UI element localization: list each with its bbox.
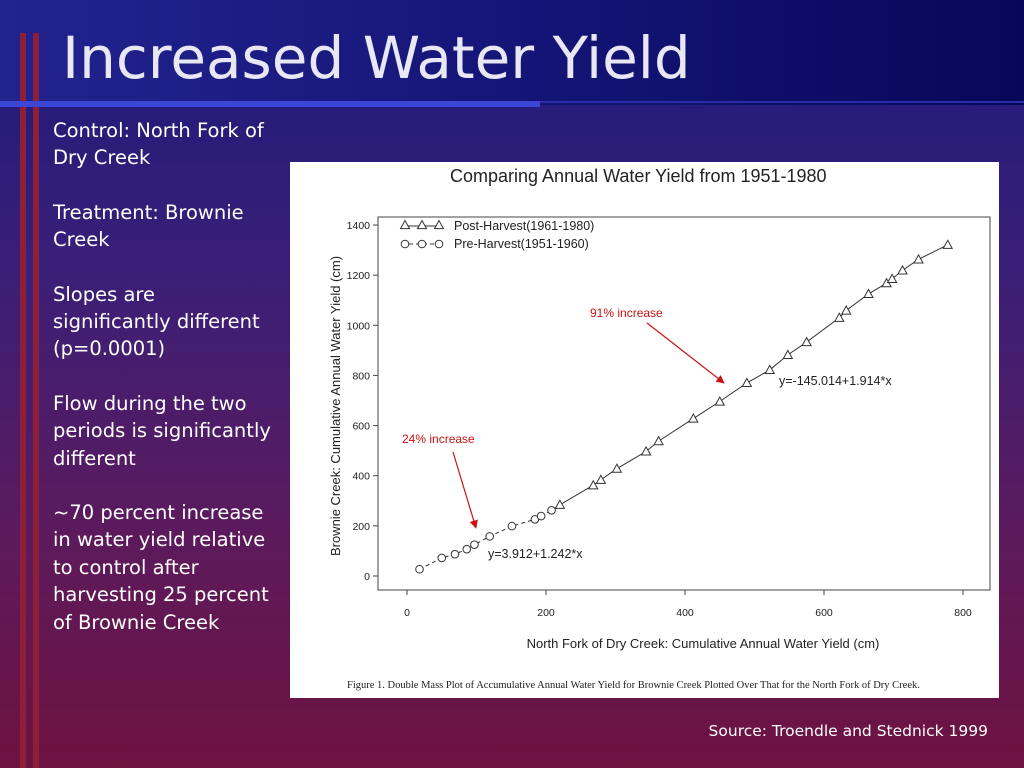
post-harvest-point [587, 479, 599, 490]
x-tick-label: 0 [404, 607, 410, 619]
post-harvest-point [886, 273, 898, 284]
post-harvest-point [687, 413, 699, 423]
y-tick-label: 200 [352, 521, 370, 533]
pre-harvest-point [470, 540, 479, 549]
legend-marker-post [433, 219, 445, 230]
pre-harvest-point [450, 549, 460, 559]
x-tick-label: 400 [676, 607, 694, 619]
y-tick-label: 0 [364, 571, 370, 583]
legend-marker-pre [417, 239, 427, 249]
post-harvest-point [714, 395, 726, 406]
pre-harvest-point [437, 553, 447, 563]
accent-bar-left [20, 33, 26, 768]
pre-harvest-point [485, 532, 495, 541]
pre-harvest-point [507, 521, 517, 531]
legend-marker-pre [400, 239, 410, 249]
post-harvest-point [595, 474, 607, 484]
fit-label-pre: y=3.912+1.242*x [488, 547, 583, 561]
post-harvest-point [840, 304, 852, 315]
annotation-91-arrow [646, 322, 725, 384]
y-tick-label: 400 [352, 471, 370, 483]
annotation-24-increase: 24% increase [402, 432, 475, 446]
post-harvest-point [863, 288, 874, 299]
x-tick-label: 600 [815, 607, 833, 619]
slide-title: Increased Water Yield [62, 24, 691, 92]
post-harvest-point [653, 435, 664, 446]
legend-label-pre: Pre-Harvest(1951-1960) [454, 237, 589, 251]
post-harvest-point [554, 499, 566, 509]
x-tick-label: 800 [954, 607, 972, 619]
post-harvest-point [741, 377, 753, 388]
legend-marker-post [399, 219, 411, 230]
note-control: Control: North Fork of Dry Creek [53, 119, 264, 170]
y-tick-label: 1000 [347, 320, 371, 332]
post-harvest-point [833, 312, 845, 322]
post-harvest-point [913, 253, 924, 264]
notes-list: Control: North Fork of Dry Creek Treatme… [53, 117, 273, 663]
y-tick-label: 1400 [347, 220, 371, 232]
title-band [0, 0, 1024, 105]
note-increase: ~70 percent increase in water yield rela… [53, 501, 269, 634]
x-tick-label: 200 [537, 607, 555, 619]
annotation-91-increase: 91% increase [590, 306, 663, 320]
note-slopes: Slopes are significantly different (p=0.… [53, 282, 260, 361]
accent-rule-thin [540, 101, 1024, 103]
figure-panel: Comparing Annual Water Yield from 1951-1… [290, 162, 999, 698]
fit-label-post: y=-145.014+1.914*x [779, 374, 892, 388]
note-treatment: Treatment: Brownie Creek [53, 200, 244, 252]
legend-label-post: Post-Harvest(1961-1980) [454, 219, 594, 233]
note-flow: Flow during the two periods is significa… [53, 391, 271, 470]
accent-rule [0, 101, 540, 107]
y-tick-label: 1200 [347, 270, 371, 282]
plot-frame [377, 216, 991, 591]
y-tick-label: 800 [352, 370, 370, 382]
accent-bar-right [33, 33, 39, 768]
post-harvest-point [782, 349, 794, 359]
pre-harvest-point [415, 564, 424, 574]
annotation-24-arrow [452, 451, 478, 529]
double-mass-plot: Comparing Annual Water Yield from 1951-1… [328, 166, 991, 691]
post-harvest-point [764, 364, 776, 375]
post-harvest-point [640, 445, 652, 456]
post-harvest-point [801, 336, 812, 347]
post-harvest-point [942, 239, 954, 249]
legend-marker-pre [434, 239, 444, 249]
figure-caption: Figure 1. Double Mass Plot of Accumulati… [347, 680, 920, 691]
legend-marker-post [416, 219, 428, 230]
pre-harvest-point [536, 511, 546, 521]
y-axis-label: Brownie Creek: Cumulative Annual Water Y… [328, 256, 343, 556]
chart-title: Comparing Annual Water Yield from 1951-1… [450, 166, 827, 186]
pre-harvest-point [462, 544, 472, 554]
post-harvest-point [897, 264, 908, 275]
y-tick-label: 600 [352, 421, 370, 433]
x-axis-label: North Fork of Dry Creek: Cumulative Annu… [527, 636, 880, 651]
source-citation: Source: Troendle and Stednick 1999 [708, 722, 988, 740]
post-harvest-point [611, 463, 623, 473]
pre-harvest-point [547, 506, 556, 515]
